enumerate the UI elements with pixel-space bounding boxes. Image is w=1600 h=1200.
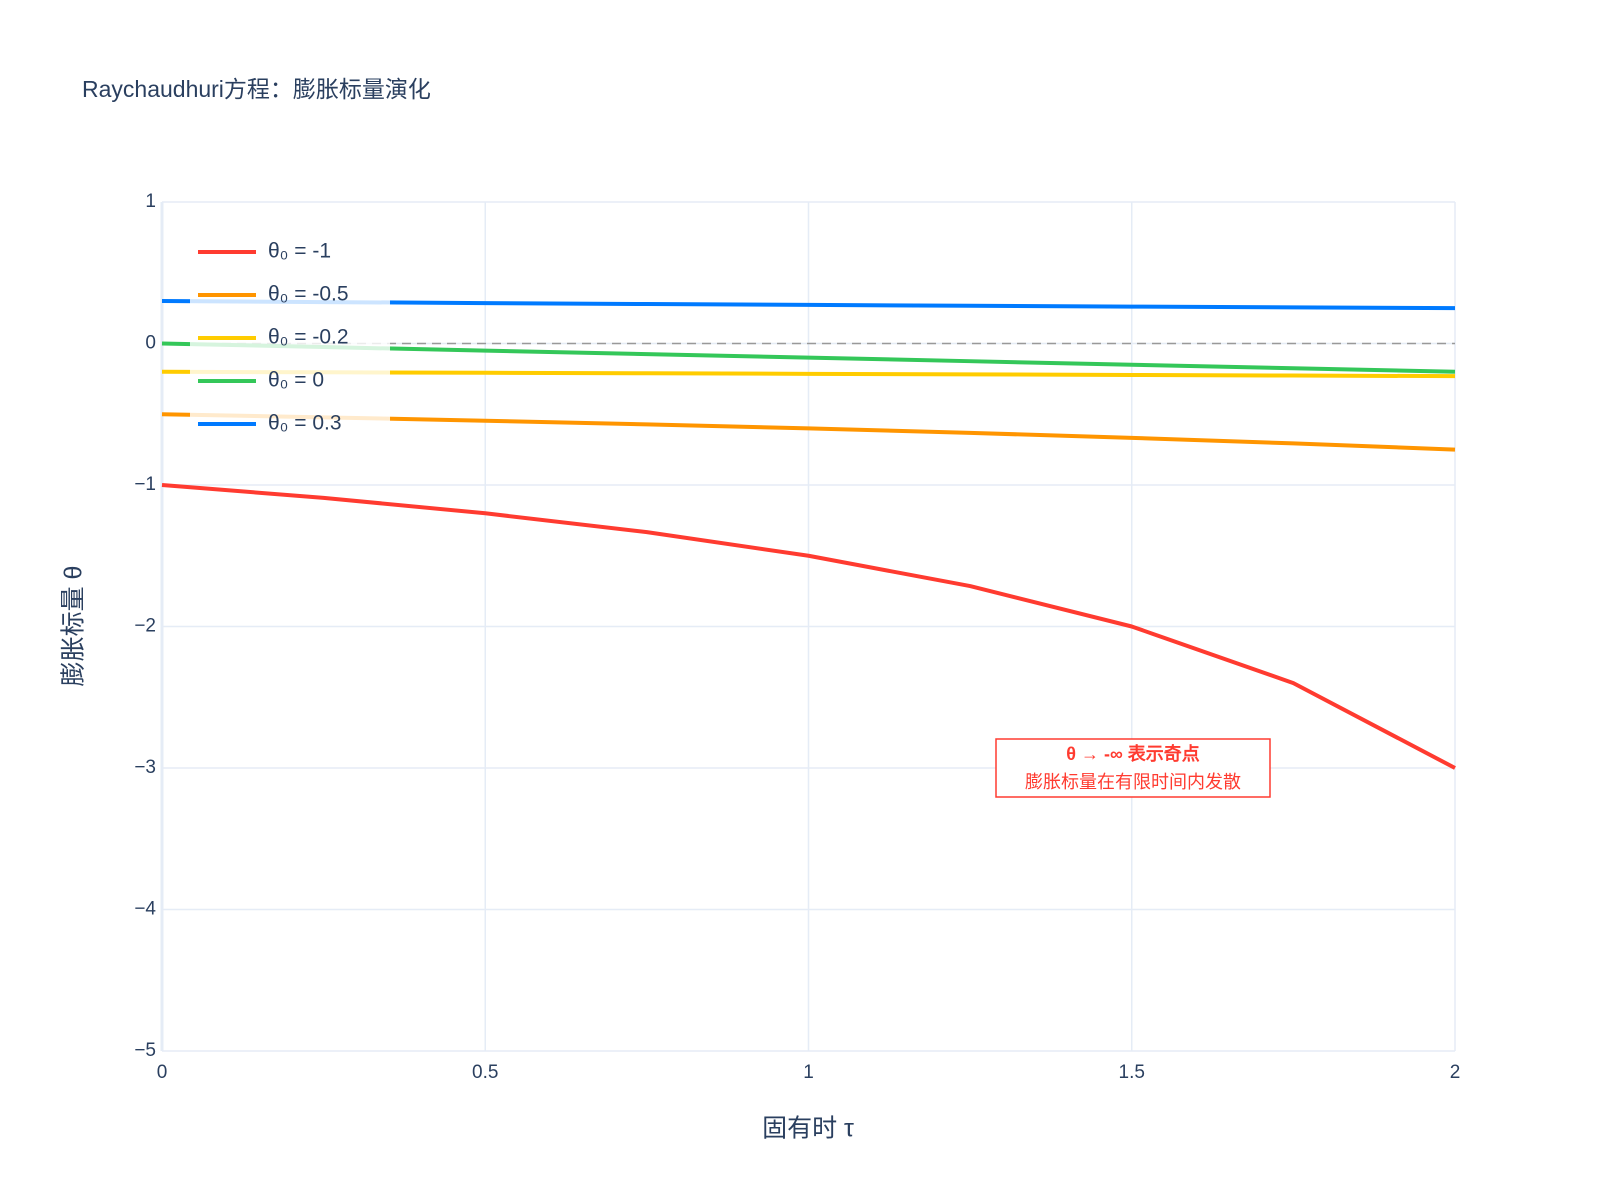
legend-label: θ₀ = -0.5: [268, 283, 349, 306]
y-tick-label: 1: [145, 191, 156, 212]
y-tick-label: −2: [134, 616, 156, 637]
x-tick-label: 2: [1450, 1062, 1461, 1083]
chart-title: Raychaudhuri方程：膨胀标量演化: [82, 76, 431, 102]
y-tick-label: 0: [145, 333, 156, 354]
y-axis-title: 膨胀标量 θ: [60, 566, 88, 687]
y-tick-label: −4: [134, 899, 156, 920]
legend: θ₀ = -1 θ₀ = -0.5 θ₀ = -0.2 θ₀ = 0 θ₀ = 0.3: [190, 230, 390, 442]
legend-label: θ₀ = -0.2: [268, 326, 349, 349]
x-tick-label: 0: [157, 1062, 168, 1083]
x-tick-label: 0.5: [472, 1062, 498, 1083]
x-tick-label: 1.5: [1119, 1062, 1145, 1083]
legend-label: θ₀ = 0.3: [268, 412, 342, 435]
annotation-box: [995, 738, 1271, 798]
x-axis-title: 固有时 τ: [762, 1115, 854, 1143]
y-tick-label: −3: [134, 757, 156, 778]
annotation-text: 膨胀标量在有限时间内发散: [1025, 772, 1241, 792]
y-tick-label: −5: [134, 1040, 156, 1061]
series-line: [161, 483, 1456, 770]
legend-label: θ₀ = -1: [268, 240, 331, 263]
y-tick-label: −1: [134, 474, 156, 495]
x-tick-label: 1: [803, 1062, 814, 1083]
legend-label: θ₀ = 0: [268, 369, 324, 392]
annotation-text: θ → -∞ 表示奇点: [1066, 743, 1200, 764]
